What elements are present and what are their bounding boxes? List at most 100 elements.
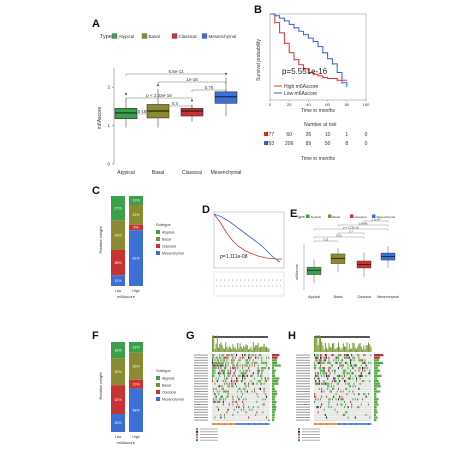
- panel-e-comparison-label: 0.11: [323, 237, 329, 241]
- panel-f-bar-segment: [111, 342, 125, 359]
- oncoplot-cell: [239, 364, 241, 367]
- oncoplot-cell: [228, 403, 230, 406]
- oncoplot-side-bar: [272, 361, 277, 364]
- oncoplot-cell: [314, 400, 315, 403]
- panel-a-xtick-label: Atypical: [117, 170, 135, 176]
- oncoplot-annotation: [216, 423, 218, 425]
- oncoplot-cell: [224, 390, 225, 393]
- panel-b-legend-high: High m6Ascore: [284, 84, 318, 90]
- oncoplot-cell: [220, 372, 222, 375]
- oncoplot-cell: [261, 356, 263, 359]
- panel-e-legend-label: Basal: [333, 215, 341, 219]
- panel-a-comparison-label: 1e-16: [186, 77, 198, 82]
- panel-c-ylabel: Relative weight: [98, 226, 103, 254]
- oncoplot-cell: [335, 393, 337, 396]
- oncoplot-cell: [352, 367, 354, 370]
- oncoplot-cell: [250, 374, 252, 377]
- oncoplot-burden-bar: [316, 334, 318, 352]
- oncoplot-cell: [219, 374, 221, 377]
- oncoplot-cell: [212, 367, 213, 370]
- panel-f-legend-swatch: [156, 390, 160, 394]
- oncoplot-cell: [231, 361, 233, 364]
- oncoplot-annotation: [244, 423, 246, 425]
- panel-c-legend-label: Mesenchymal: [162, 251, 184, 255]
- oncoplot-cell: [224, 372, 225, 375]
- oncoplot-cell: [333, 354, 335, 357]
- panel-d-survival: p=1.111e-08: [213, 211, 285, 297]
- oncoplot-side-bar: [272, 356, 278, 359]
- oncoplot-cell: [323, 359, 325, 362]
- oncoplot-cell: [322, 369, 324, 372]
- oncoplot-cell: [219, 369, 221, 372]
- panel-letter-a: A: [92, 18, 100, 30]
- oncoplot-cell: [234, 400, 236, 403]
- panel-f-bar-segment: [111, 385, 125, 414]
- oncoplot-annotation: [353, 423, 355, 425]
- oncoplot-burden-bar: [215, 343, 217, 352]
- oncoplot-cell: [350, 400, 351, 403]
- oncoplot-cell: [243, 403, 245, 406]
- oncoplot-cell: [316, 406, 318, 409]
- oncoplot-cell: [268, 377, 270, 380]
- oncoplot-burden-bar: [350, 348, 351, 352]
- panel-f-bar-segment: [129, 388, 143, 432]
- oncoplot-cell: [227, 408, 229, 411]
- oncoplot-cell: [254, 390, 255, 393]
- panel-e-legend-title: Type: [296, 214, 305, 219]
- oncoplot-cell: [320, 361, 321, 364]
- oncoplot-cell: [347, 372, 349, 375]
- oncoplot-cell: [244, 374, 246, 377]
- oncoplot-annotation: [369, 423, 371, 425]
- oncoplot-annotation: [321, 423, 323, 425]
- oncoplot-cell: [317, 406, 319, 409]
- panel-b-xtick-label: 40: [306, 102, 311, 107]
- oncoplot-gene-label: [296, 362, 310, 364]
- oncoplot-cell: [218, 393, 219, 396]
- oncoplot-cell: [266, 416, 267, 419]
- oncoplot-side-bar: [374, 380, 379, 383]
- oncoplot-cell: [359, 374, 361, 377]
- oncoplot-cell: [249, 364, 251, 367]
- panel-a-xtick-label: Classical: [182, 170, 202, 176]
- oncoplot-annotation: [323, 423, 325, 425]
- oncoplot-cell: [260, 380, 261, 383]
- oncoplot-cell: [262, 398, 264, 401]
- panel-b-risk-value: 89: [306, 141, 312, 147]
- oncoplot-legend-swatch: [196, 439, 198, 442]
- oncoplot-cell: [344, 369, 345, 372]
- oncoplot-cell: [251, 364, 253, 367]
- oncoplot-cell: [252, 354, 254, 357]
- oncoplot-cell: [225, 367, 227, 370]
- oncoplot-cell: [227, 390, 229, 393]
- oncoplot-side-bar: [272, 367, 275, 370]
- panel-a-ytick-label: 1: [107, 123, 110, 128]
- oncoplot-burden-bar: [370, 346, 372, 352]
- oncoplot-cell: [326, 356, 327, 359]
- oncoplot-cell: [252, 406, 254, 409]
- oncoplot-cell: [332, 380, 333, 383]
- oncoplot-gene-label: [194, 398, 208, 400]
- oncoplot-cell: [233, 372, 235, 375]
- oncoplot-annotation: [266, 423, 267, 425]
- oncoplot-cell: [214, 400, 216, 403]
- oncoplot-annotation: [366, 423, 368, 425]
- oncoplot-cell: [347, 356, 349, 359]
- oncoplot-cell: [212, 374, 213, 377]
- oncoplot-cell: [220, 359, 222, 362]
- oncoplot-cell: [346, 393, 348, 396]
- oncoplot-cell: [215, 356, 217, 359]
- oncoplot-cell: [344, 413, 345, 416]
- oncoplot-cell: [348, 377, 350, 380]
- oncoplot-side-bar: [272, 382, 279, 385]
- oncoplot-cell: [248, 356, 249, 359]
- oncoplot-cell: [226, 359, 228, 362]
- oncoplot-cell: [212, 359, 213, 362]
- oncoplot-cell: [332, 364, 333, 367]
- oncoplot-cell: [324, 372, 326, 375]
- oncoplot-cell: [335, 359, 337, 362]
- oncoplot-cell: [222, 369, 224, 372]
- oncoplot-cell: [232, 385, 234, 388]
- oncoplot-cell: [248, 382, 249, 385]
- oncoplot-cell: [237, 411, 239, 414]
- oncoplot-legend-text: [302, 437, 320, 438]
